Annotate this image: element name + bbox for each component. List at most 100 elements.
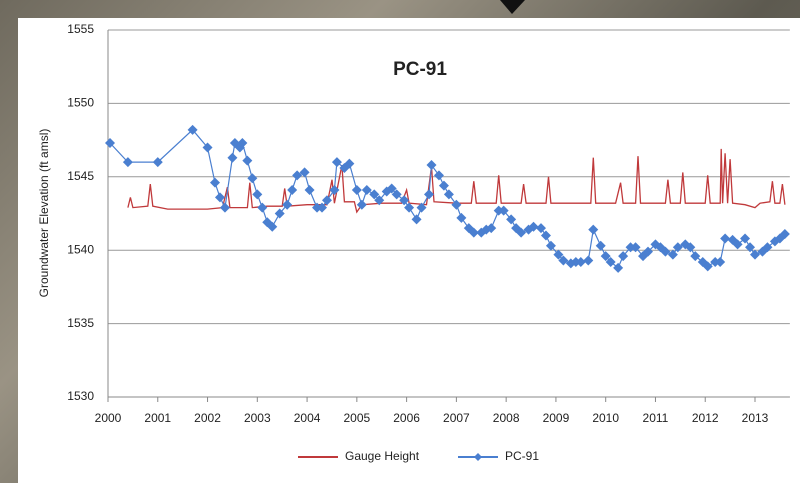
data-point <box>516 227 527 238</box>
data-point <box>210 177 221 188</box>
legend-label: PC-91 <box>505 449 539 463</box>
chart-title: PC-91 <box>393 59 447 80</box>
x-tick-label: 2002 <box>194 411 221 425</box>
data-point <box>468 227 479 238</box>
y-tick-label: 1545 <box>67 169 94 183</box>
y-tick-label: 1555 <box>67 22 94 36</box>
data-point <box>642 246 653 257</box>
data-point <box>451 199 462 210</box>
x-tick-label: 2005 <box>343 411 370 425</box>
data-point <box>605 256 616 267</box>
y-tick-label: 1540 <box>67 242 94 256</box>
pointer-arrow <box>500 0 525 14</box>
data-point <box>456 212 467 223</box>
data-point <box>660 246 671 257</box>
x-tick-label: 2000 <box>95 411 122 425</box>
data-point <box>227 152 238 163</box>
data-point <box>152 157 163 168</box>
data-point <box>553 249 564 260</box>
data-point <box>535 223 546 234</box>
x-tick-label: 2006 <box>393 411 420 425</box>
data-point <box>595 240 606 251</box>
x-tick-label: 2012 <box>692 411 719 425</box>
y-tick-label: 1530 <box>67 389 94 403</box>
data-point <box>386 183 397 194</box>
data-point <box>351 185 362 196</box>
x-tick-label: 2007 <box>443 411 470 425</box>
data-point <box>202 142 213 153</box>
data-point <box>685 242 696 253</box>
x-tick-label: 2009 <box>543 411 570 425</box>
data-point <box>575 256 586 267</box>
data-point <box>374 195 385 206</box>
x-tick-label: 2008 <box>493 411 520 425</box>
data-point <box>762 242 773 253</box>
data-point <box>399 195 410 206</box>
data-point <box>486 223 497 234</box>
data-point <box>321 195 332 206</box>
data-point <box>443 189 454 200</box>
data-point <box>122 157 133 168</box>
data-point <box>237 138 248 149</box>
data-point <box>369 189 380 200</box>
y-tick-label: 1550 <box>67 96 94 110</box>
x-tick-label: 2004 <box>294 411 321 425</box>
data-point <box>667 249 678 260</box>
data-point <box>618 251 629 262</box>
x-tick-label: 2013 <box>742 411 769 425</box>
data-point <box>540 230 551 241</box>
data-point <box>242 155 253 166</box>
data-point <box>104 138 115 149</box>
data-point <box>292 170 303 181</box>
data-point <box>257 202 268 213</box>
y-tick-label: 1535 <box>67 316 94 330</box>
data-point <box>331 157 342 168</box>
data-point <box>545 240 556 251</box>
data-point <box>391 189 402 200</box>
data-point <box>282 199 293 210</box>
data-point <box>583 255 594 266</box>
data-point <box>720 233 731 244</box>
data-point <box>404 202 415 213</box>
data-point <box>411 214 422 225</box>
data-point <box>779 229 790 240</box>
data-point <box>287 185 298 196</box>
data-point <box>702 261 713 272</box>
series-line <box>127 148 786 214</box>
data-point <box>214 192 225 203</box>
data-point <box>267 221 278 232</box>
data-point <box>426 160 437 171</box>
data-point <box>252 189 263 200</box>
data-point <box>274 208 285 219</box>
data-point <box>299 167 310 178</box>
legend-label: Gauge Height <box>345 449 420 463</box>
data-point <box>416 202 427 213</box>
data-point <box>750 249 760 260</box>
data-point <box>438 180 449 191</box>
x-tick-label: 2003 <box>244 411 271 425</box>
data-point <box>740 233 751 244</box>
data-point <box>424 189 435 200</box>
data-point <box>344 158 355 169</box>
y-axis-label: Groundwater Elevation (ft amsl) <box>37 129 51 298</box>
data-point <box>304 185 315 196</box>
data-point <box>433 170 444 181</box>
data-point <box>498 205 509 216</box>
data-point <box>588 224 599 235</box>
data-point <box>247 173 258 184</box>
data-point <box>613 262 624 273</box>
x-tick-label: 2001 <box>144 411 171 425</box>
x-tick-label: 2011 <box>643 411 669 425</box>
data-point <box>600 251 611 262</box>
data-point <box>528 221 539 232</box>
data-point <box>690 251 701 262</box>
data-point <box>630 242 641 253</box>
data-point <box>745 242 756 253</box>
data-point <box>506 214 517 225</box>
data-point <box>361 185 372 196</box>
data-point <box>187 124 198 135</box>
data-point <box>317 202 328 213</box>
data-point <box>558 255 569 266</box>
